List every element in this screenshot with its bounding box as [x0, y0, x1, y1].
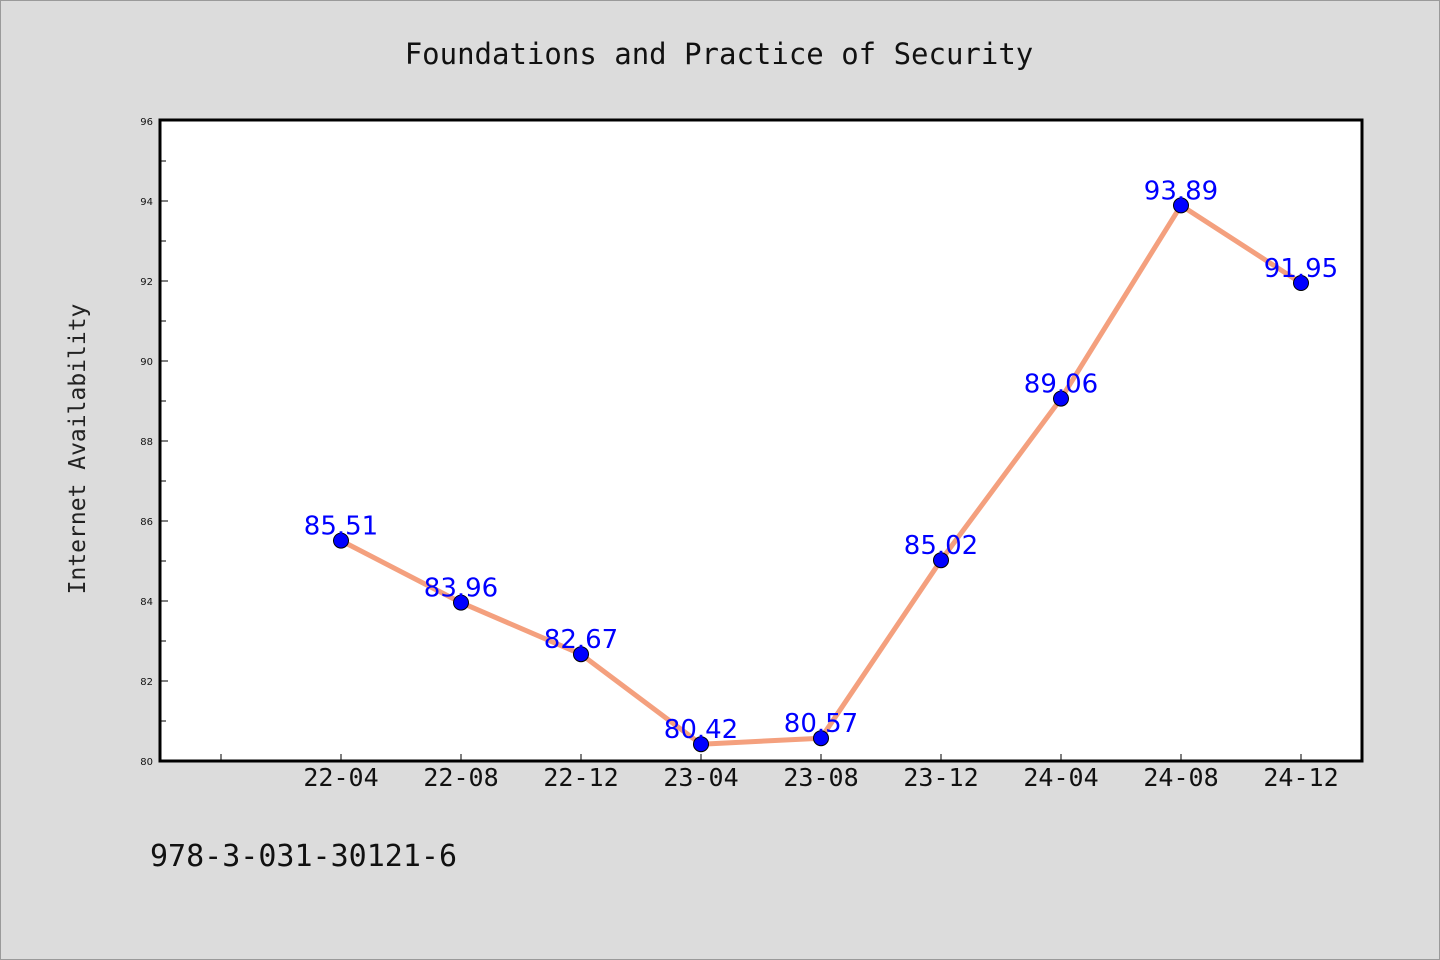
data-point	[1293, 275, 1309, 291]
data-point	[333, 532, 349, 549]
isbn-footer: 978-3-031-30121-6	[150, 839, 457, 874]
data-label: 80.42	[664, 715, 738, 745]
x-tick-label: 24-08	[1143, 763, 1218, 792]
x-axis-ticks: 22-04 22-08 22-12 23-04 23-08 23-12 24-04 24-08…	[220, 754, 1339, 792]
data-label: 93.89	[1144, 176, 1218, 206]
data-label: 89.06	[1024, 370, 1098, 400]
data-labels: 85.51 83.96 82.67 80.42 80.57 85.02 89.06 93.89…	[304, 176, 1338, 745]
y-axis-label: Internet Availability	[65, 304, 91, 595]
data-point	[573, 646, 589, 663]
x-tick-label: 24-04	[1023, 763, 1098, 792]
y-tick-label: 94	[140, 197, 153, 208]
x-tick-label: 22-12	[543, 763, 618, 792]
data-point	[933, 552, 949, 569]
data-point	[453, 594, 469, 611]
plot-area	[158, 118, 1364, 763]
x-tick-label: 22-08	[423, 763, 498, 792]
data-label: 85.51	[304, 512, 378, 542]
data-point	[693, 736, 709, 753]
chart-title: Foundations and Practice of Security	[405, 37, 1034, 71]
y-tick-label: 82	[140, 677, 153, 688]
y-tick-label: 84	[140, 597, 153, 608]
data-label: 83.96	[424, 574, 498, 604]
series-points	[333, 197, 1309, 753]
data-point	[1173, 197, 1189, 214]
data-point	[1053, 390, 1069, 407]
y-tick-label: 96	[140, 117, 153, 128]
data-label: 91.95	[1264, 254, 1338, 284]
x-tick-label: 23-12	[903, 763, 978, 792]
y-axis-ticks: 80 82 84 86 88 90 92 94 96	[140, 117, 168, 768]
data-label: 82.67	[544, 625, 618, 655]
y-tick-label: 90	[140, 357, 153, 368]
x-tick-label: 23-04	[663, 763, 738, 792]
y-tick-label: 80	[140, 757, 153, 768]
x-tick-label: 22-04	[303, 763, 378, 792]
y-tick-label: 88	[140, 437, 153, 448]
data-label: 80.57	[784, 709, 858, 739]
y-tick-label: 86	[140, 517, 153, 528]
y-tick-label: 92	[140, 277, 153, 288]
x-tick-label: 24-12	[1263, 763, 1338, 792]
data-point	[813, 730, 829, 747]
x-tick-label: 23-08	[783, 763, 858, 792]
data-label: 85.02	[904, 531, 978, 561]
